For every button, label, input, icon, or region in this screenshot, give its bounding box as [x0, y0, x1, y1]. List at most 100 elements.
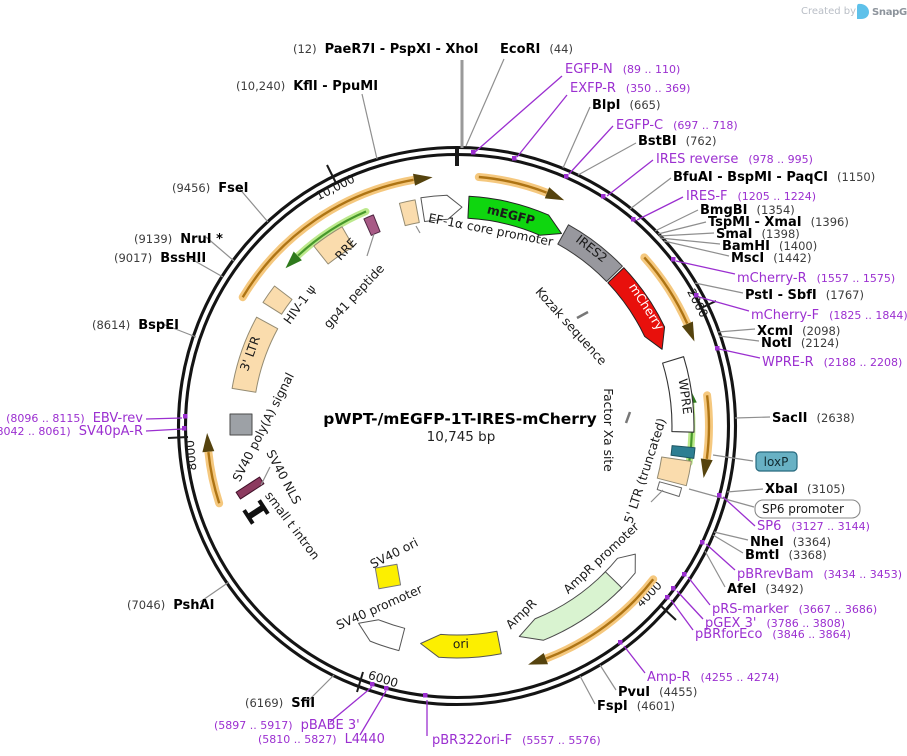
primer-site-markers — [182, 150, 722, 698]
enzyme-label[interactable]: AfeI (3492) — [727, 582, 804, 597]
ruler-ticks — [167, 149, 717, 693]
small-t-intron-feature[interactable] — [242, 499, 270, 525]
enzyme-label[interactable]: BlpI (665) — [592, 98, 660, 113]
loxp-label[interactable]: loxP — [764, 455, 789, 469]
primer-label[interactable]: (8042 .. 8061) SV40pA-R — [0, 424, 143, 439]
primer-label[interactable]: IRES-F (1205 .. 1224) — [686, 189, 816, 204]
enzyme-label[interactable]: MscI (1442) — [731, 251, 811, 266]
wpre-feature[interactable] — [662, 356, 695, 433]
transcript-arc-core — [545, 578, 655, 660]
features — [229, 194, 696, 659]
sp6-promoter-label[interactable]: SP6 promoter — [762, 502, 844, 516]
snapgene-logo-icon — [857, 3, 869, 19]
sv40-nls-feature[interactable] — [235, 476, 265, 500]
enzyme-label[interactable]: SacII (2638) — [772, 411, 855, 426]
transcript-arc-core — [478, 175, 548, 194]
enzyme-label[interactable]: FspI (4601) — [597, 699, 675, 714]
arrowhead — [202, 433, 215, 453]
ori-feature-arrow[interactable] — [420, 630, 502, 659]
enzyme-label[interactable]: (9139) NruI * — [134, 232, 223, 247]
enzyme-label[interactable]: BamHI (1400) — [722, 239, 817, 254]
sv40-polya-feature[interactable] — [229, 413, 253, 436]
enzyme-label[interactable]: (6169) SfiI — [245, 696, 315, 711]
enzyme-leaders — [159, 58, 771, 705]
primer-label[interactable]: IRES reverse (978 .. 995) — [656, 152, 813, 167]
sp6-promoter-site[interactable] — [656, 481, 683, 497]
primer-label[interactable]: (5810 .. 5827) L4440 — [258, 732, 385, 747]
tick-6000 — [356, 671, 364, 693]
enzyme-label[interactable]: BmtI (3368) — [745, 548, 827, 563]
wpre-label[interactable]: WPRE — [676, 378, 695, 415]
primer-label[interactable]: mCherry-F (1825 .. 1844) — [751, 308, 907, 323]
enzyme-label[interactable]: TspMI - XmaI (1396) — [708, 215, 849, 230]
factor-xa-label[interactable]: Factor Xa site — [601, 388, 615, 472]
enzyme-label[interactable]: (12) PaeR7I - PspXI - XhoI — [293, 42, 478, 57]
ires2-feature[interactable] — [557, 224, 623, 282]
enzyme-label[interactable]: BstBI (762) — [638, 134, 717, 149]
created-by-text: Created by — [801, 6, 856, 17]
feature-stems — [260, 225, 664, 503]
enzyme-label[interactable]: NotI (2124) — [761, 336, 839, 351]
enzyme-label[interactable]: PstI - SbfI (1767) — [745, 288, 864, 303]
primer-leaders — [145, 75, 761, 736]
megfp-feature-arrow[interactable] — [467, 195, 562, 236]
enzyme-label[interactable]: NheI (3364) — [750, 535, 831, 550]
enzyme-label[interactable]: PvuI (4455) — [618, 685, 697, 700]
transcript-arc-core — [241, 178, 414, 298]
primer-label[interactable]: EGFP-N (89 .. 110) — [565, 62, 680, 77]
hiv1-psi-feature[interactable] — [262, 285, 293, 315]
primer-label[interactable]: Amp-R (4255 .. 4274) — [647, 670, 779, 685]
enzyme-label[interactable]: SmaI (1398) — [716, 227, 800, 242]
rre-feature[interactable] — [313, 226, 354, 265]
loxp-label-box[interactable] — [755, 451, 798, 472]
gp41-feature[interactable] — [363, 214, 381, 236]
ampr-feature-arrow[interactable] — [518, 571, 623, 641]
enzyme-labels: (12) PaeR7I - PspXI - XhoI EcoRI (44) (10,… — [92, 42, 875, 714]
primer-label[interactable]: pBRrevBam (3434 .. 3453) — [737, 567, 902, 582]
enzyme-label[interactable]: XbaI (3105) — [765, 482, 845, 497]
plasmid-size: 10,745 bp — [427, 429, 496, 445]
primer-label[interactable]: EGFP-C (697 .. 718) — [616, 118, 738, 133]
enzyme-label[interactable]: (7046) PshAI — [127, 598, 214, 613]
ltr5-feature[interactable] — [656, 456, 692, 487]
mcherry-feature-arrow[interactable] — [607, 267, 666, 350]
loxp-site[interactable] — [670, 445, 696, 459]
enzyme-label[interactable]: EcoRI (44) — [500, 42, 573, 57]
ltr3-feature[interactable] — [231, 316, 279, 393]
enzyme-label[interactable]: BfuAI - BspMI - PaqCI (1150) — [673, 170, 875, 185]
arrowhead — [681, 321, 695, 342]
ef1a-promoter-arrow[interactable] — [420, 194, 463, 222]
snapgene-brand-text: SnapGene — [872, 7, 907, 18]
enzyme-label[interactable]: (10,240) KflI - PpuMI — [236, 79, 378, 94]
enzyme-label[interactable]: (9456) FseI — [172, 181, 249, 196]
sv40-ori-feature[interactable] — [374, 563, 402, 590]
primer-label[interactable]: mCherry-R (1557 .. 1575) — [737, 271, 895, 286]
enzyme-label[interactable]: BmgBI (1354) — [700, 203, 795, 218]
arrowhead — [528, 653, 548, 665]
enzyme-label[interactable]: XcmI (2098) — [757, 324, 840, 339]
primer-label[interactable]: (5897 .. 5917) pBABE 3' — [214, 718, 360, 733]
transcript-arrows — [202, 173, 713, 665]
primer-label[interactable]: WPRE-R (2188 .. 2208) — [762, 355, 902, 370]
cppt-cts-feature[interactable] — [398, 199, 420, 227]
primer-label[interactable]: pRS-marker (3667 .. 3686) — [712, 602, 877, 617]
sp6-promoter-label-box[interactable] — [754, 499, 861, 519]
transcript-arc-core — [207, 451, 221, 504]
arrowhead — [413, 173, 433, 186]
sv40-promoter-arrow[interactable] — [358, 619, 406, 652]
enzyme-label[interactable]: (8614) BspEI — [92, 318, 179, 333]
primer-label[interactable]: pGEX 3' (3786 .. 3808) — [705, 616, 845, 631]
primer-label[interactable]: SP6 (3127 .. 3144) — [757, 519, 870, 534]
primer-label[interactable]: pBR322ori-F (5557 .. 5576) — [432, 733, 601, 748]
primer-label[interactable]: (8096 .. 8115) EBV-rev — [6, 411, 143, 426]
arrowhead — [285, 251, 302, 269]
primer-label[interactable]: pBRforEco (3846 .. 3864) — [695, 627, 851, 642]
enzyme-label[interactable]: (9017) BssHII — [114, 251, 206, 266]
factor-xa-site-tick — [624, 411, 632, 424]
ori-label[interactable]: ori — [453, 637, 469, 652]
primer-label[interactable]: EXFP-R (350 .. 369) — [570, 81, 690, 96]
arrowhead — [700, 458, 713, 478]
tick-2000 — [698, 300, 717, 310]
